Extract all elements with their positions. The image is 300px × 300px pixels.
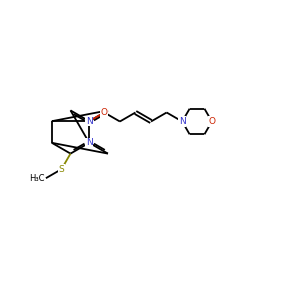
Text: N: N — [86, 117, 93, 126]
Text: S: S — [58, 165, 64, 174]
Text: O: O — [101, 108, 108, 117]
Text: N: N — [86, 138, 93, 147]
Text: H₃C: H₃C — [29, 174, 44, 183]
Text: N: N — [179, 117, 186, 126]
Text: O: O — [208, 117, 215, 126]
